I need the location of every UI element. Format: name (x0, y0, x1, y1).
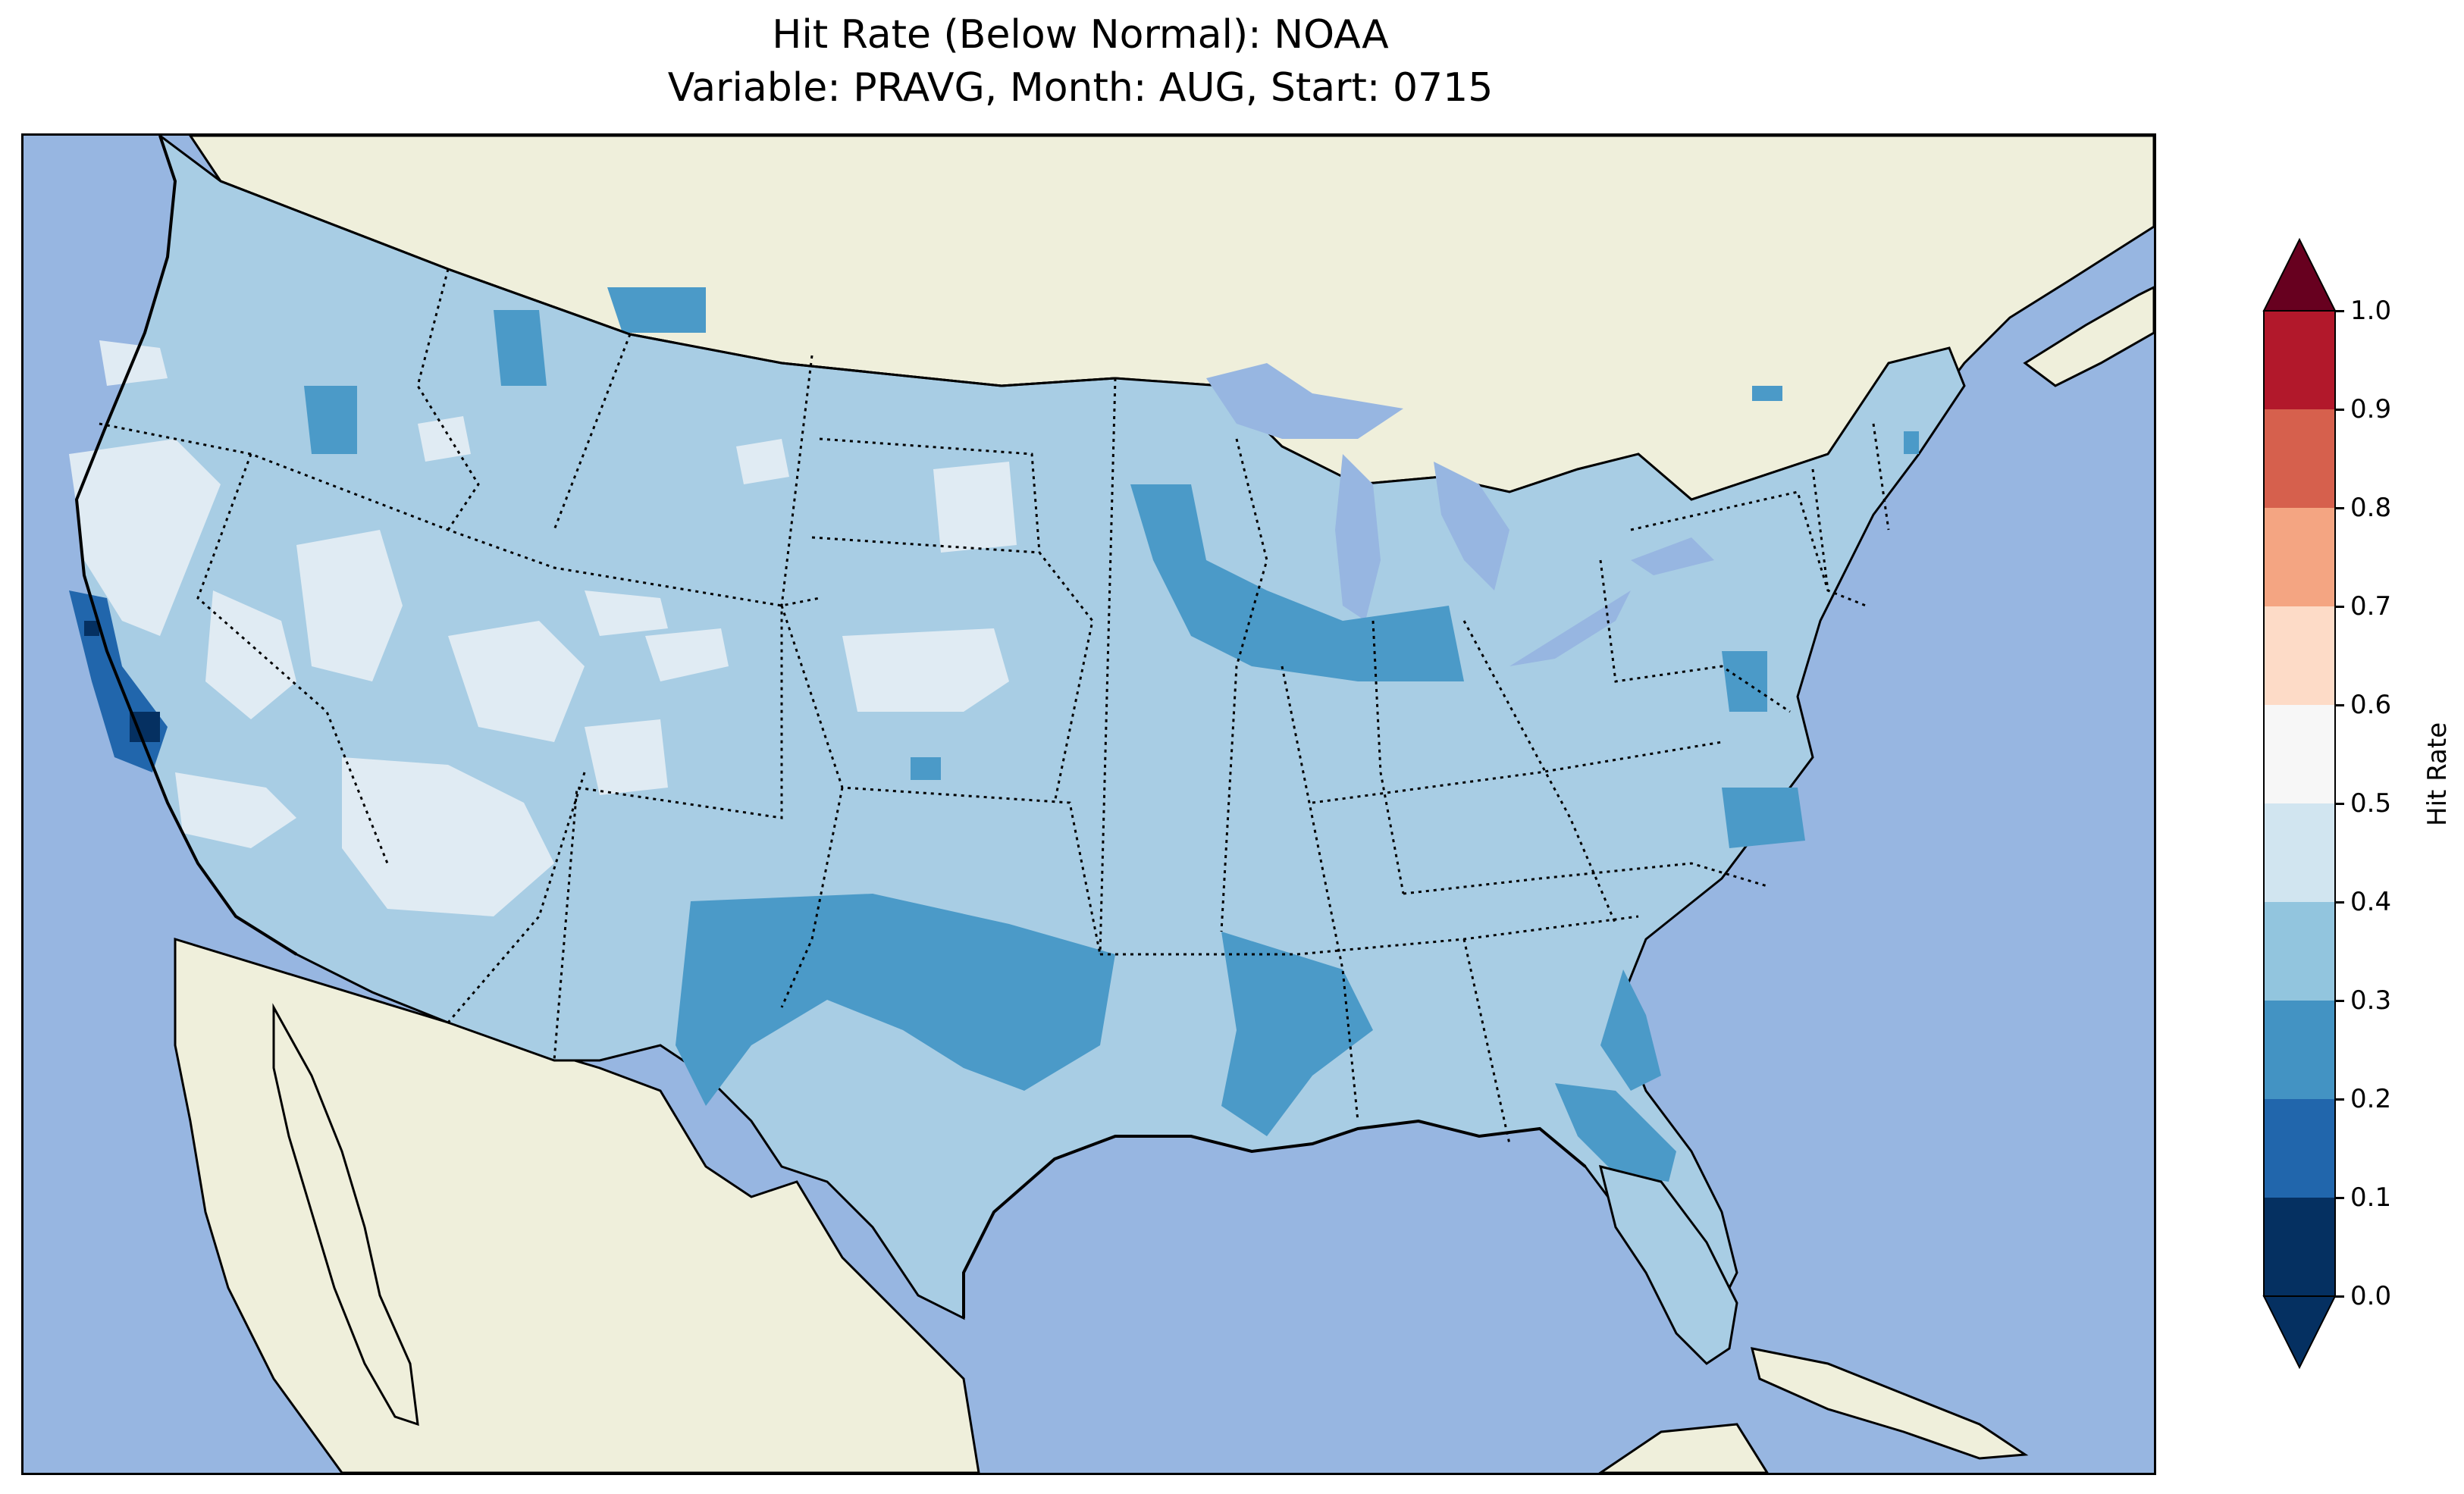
colorbar-over-arrow (2262, 237, 2337, 312)
map-subtitle: Variable: PRAVG, Month: AUG, Start: 0715 (667, 65, 1494, 111)
colorbar-tick-mark (2335, 1197, 2344, 1199)
gulf-coastline (962, 1119, 1587, 1318)
colorbar-tick-mark (2335, 409, 2344, 411)
class-0.2-0.3-patches (304, 287, 1919, 1182)
lake-huron (1434, 462, 1509, 590)
colorbar-tick-label: 0.1 (2350, 1182, 2392, 1213)
colorbar-tick-label: 0.0 (2350, 1281, 2392, 1311)
class-0.0-0.1-patches (84, 621, 160, 742)
yucatan-land (1598, 1423, 1769, 1473)
colorbar-tick-mark (2335, 507, 2344, 509)
colorbar-tick-label: 0.9 (2350, 394, 2392, 424)
colorbar-tick-mark (2335, 310, 2344, 312)
colorbar-band-4 (2264, 803, 2335, 902)
colorbar-tick-label: 0.4 (2350, 887, 2392, 917)
class-0.4-0.5-patches (69, 340, 1017, 916)
colorbar-tick-label: 0.8 (2350, 493, 2392, 523)
us-hit-rate-map (24, 136, 2154, 1473)
lake-ontario (1631, 537, 1714, 575)
cuba-land (1750, 1347, 2029, 1460)
colorbar-tick-label: 1.0 (2350, 296, 2392, 326)
colorbar-tick-label: 0.5 (2350, 788, 2392, 819)
colorbar-tick-label: 0.7 (2350, 591, 2392, 622)
state-borders (99, 268, 1890, 1145)
lake-superior (1206, 363, 1403, 439)
maritime-land (2023, 286, 2154, 387)
colorbar-tick-mark (2335, 1295, 2344, 1298)
colorbar-band-1 (2264, 1099, 2335, 1198)
pacific-coastline (74, 136, 298, 956)
map-frame (21, 133, 2156, 1475)
colorbar-tick-mark (2335, 1098, 2344, 1101)
colorbar-tick-label: 0.3 (2350, 985, 2392, 1016)
colorbar-bands (2264, 311, 2335, 1296)
colorbar-band-2 (2264, 1001, 2335, 1099)
colorbar-band-9 (2264, 311, 2335, 409)
colorbar-tick-mark (2335, 704, 2344, 706)
colorbar-tick-mark (2335, 803, 2344, 805)
baja-land (272, 1003, 419, 1427)
colorbar-tick-label: 0.6 (2350, 690, 2392, 720)
colorbar-band-8 (2264, 409, 2335, 508)
colorbar-band-7 (2264, 508, 2335, 606)
us-canada-border (220, 180, 1116, 387)
lake-erie (1509, 590, 1631, 666)
colorbar (2262, 237, 2337, 1370)
colorbar-tick-mark (2335, 901, 2344, 904)
colorbar-under-arrow (2262, 1295, 2337, 1370)
colorbar-label: Hit Rate (2422, 722, 2453, 826)
florida (1598, 1164, 1738, 1365)
colorbar-tick-mark (2335, 1000, 2344, 1002)
lake-michigan (1335, 454, 1381, 621)
colorbar-band-0 (2264, 1198, 2335, 1296)
colorbar-tick-label: 0.2 (2350, 1084, 2392, 1114)
colorbar-band-5 (2264, 705, 2335, 803)
colorbar-band-3 (2264, 902, 2335, 1001)
colorbar-band-6 (2264, 606, 2335, 705)
map-title: Hit Rate (Below Normal): NOAA (772, 12, 1389, 58)
colorbar-tick-mark (2335, 606, 2344, 608)
